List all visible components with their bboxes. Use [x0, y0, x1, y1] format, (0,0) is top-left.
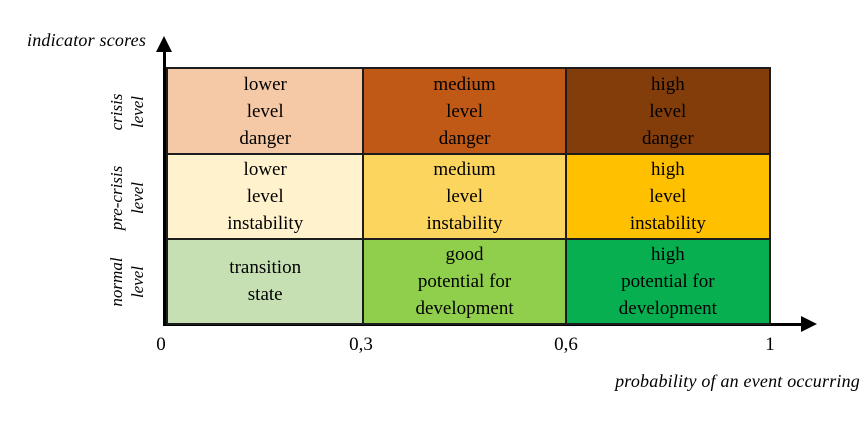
- matrix-grid: lower level danger medium level danger h…: [166, 67, 771, 325]
- x-tick-0: 0: [156, 334, 166, 355]
- y-axis-title: indicator scores: [27, 30, 147, 50]
- cell-medium-level-instability: medium level instability: [364, 155, 565, 238]
- cell-high-level-danger: high level danger: [566, 69, 769, 154]
- cell-high-level-instability: high level instability: [566, 155, 769, 238]
- x-axis-arrowhead-icon: [801, 316, 817, 332]
- cell-lower-level-instability: lower level instability: [168, 155, 363, 238]
- x-tick-1: 1: [765, 334, 775, 355]
- row-label-normal-level: normal level: [107, 257, 147, 307]
- x-tick-0-3: 0,3: [349, 334, 373, 355]
- y-axis-arrowhead-icon: [156, 36, 172, 52]
- cell-transition-state: transition state: [168, 239, 363, 323]
- x-axis-title: probability of an event occurring: [615, 371, 860, 391]
- cell-high-potential-development: high potential for development: [566, 239, 769, 323]
- x-tick-0-6: 0,6: [554, 334, 578, 355]
- cell-good-potential-development: good potential for development: [364, 239, 565, 323]
- y-axis-line: [163, 48, 166, 326]
- cell-medium-level-danger: medium level danger: [364, 69, 565, 154]
- cell-lower-level-danger: lower level danger: [168, 69, 363, 154]
